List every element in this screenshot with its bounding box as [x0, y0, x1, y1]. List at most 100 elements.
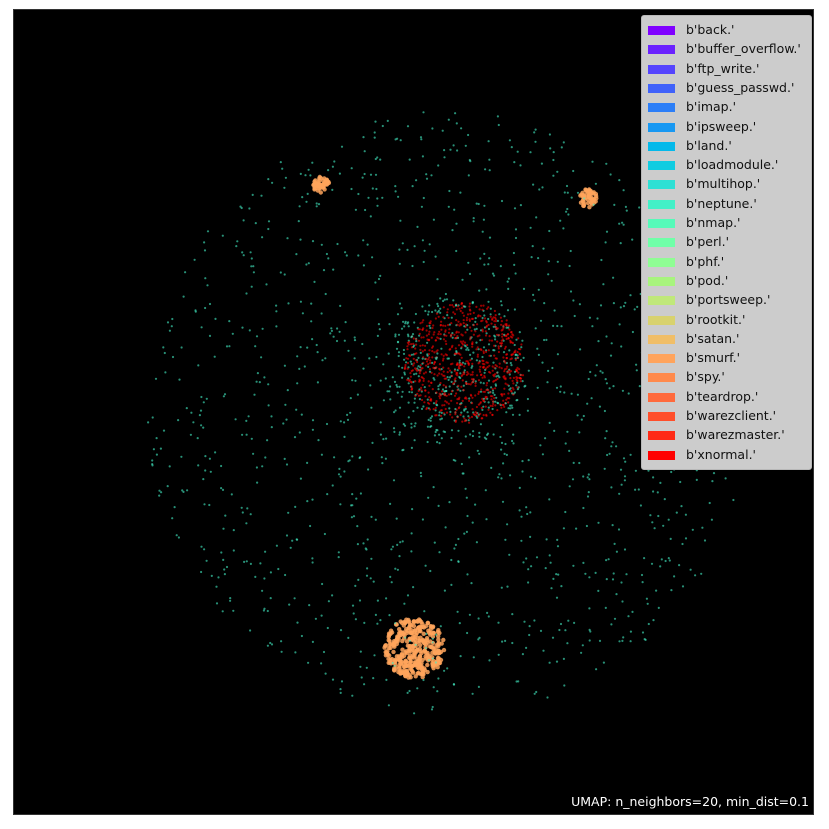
data-point	[589, 370, 592, 374]
data-point	[331, 165, 334, 168]
data-point	[275, 325, 278, 328]
data-point	[558, 628, 561, 632]
data-point	[419, 366, 422, 369]
data-point	[447, 402, 450, 405]
data-point	[551, 366, 554, 370]
data-point	[525, 646, 528, 650]
data-point	[501, 394, 504, 397]
data-point	[189, 433, 192, 436]
data-point	[221, 488, 225, 491]
data-point	[436, 628, 441, 633]
data-point	[529, 511, 532, 514]
data-point	[283, 273, 286, 276]
data-point	[469, 326, 472, 329]
data-point	[485, 321, 488, 324]
data-point	[438, 411, 441, 414]
data-point	[443, 334, 446, 337]
data-point	[478, 368, 481, 371]
data-point	[458, 359, 461, 362]
data-point	[482, 390, 485, 393]
data-point	[491, 407, 494, 411]
data-point	[537, 288, 540, 291]
data-point	[621, 221, 624, 224]
data-point	[486, 361, 489, 364]
data-point	[580, 651, 583, 654]
data-point	[555, 573, 558, 576]
data-point	[508, 328, 511, 331]
data-point	[416, 392, 419, 395]
data-point	[411, 264, 414, 268]
data-point	[441, 359, 445, 362]
data-point	[151, 459, 154, 462]
data-point	[496, 319, 499, 322]
data-point	[223, 393, 227, 396]
data-point	[208, 302, 212, 306]
data-point	[413, 373, 416, 376]
data-point	[611, 578, 615, 581]
data-point	[481, 408, 484, 411]
data-point	[516, 366, 519, 369]
data-point	[430, 371, 433, 374]
data-point	[353, 357, 356, 360]
data-point	[158, 494, 161, 497]
data-point	[525, 557, 528, 560]
data-point	[428, 396, 431, 399]
data-point	[405, 357, 408, 360]
data-point	[436, 302, 439, 305]
data-point	[443, 298, 446, 301]
data-point	[505, 334, 508, 337]
data-point	[316, 381, 319, 384]
data-point	[587, 187, 592, 192]
data-point	[533, 692, 536, 695]
data-point	[506, 585, 509, 588]
data-point	[465, 530, 468, 534]
points-layer	[147, 111, 744, 715]
data-point	[447, 378, 450, 381]
data-point	[410, 353, 413, 356]
data-point	[472, 378, 475, 381]
data-point	[507, 336, 510, 340]
data-point	[595, 668, 598, 671]
data-point	[501, 328, 504, 331]
data-point	[162, 346, 165, 349]
data-point	[695, 478, 698, 481]
data-point	[488, 158, 491, 161]
legend-entry: b'xnormal.'	[642, 446, 811, 465]
data-point	[311, 240, 315, 243]
data-point	[406, 248, 409, 251]
data-point	[482, 351, 485, 355]
data-point	[582, 475, 585, 478]
data-point	[465, 381, 468, 384]
data-point	[421, 631, 426, 636]
data-point	[400, 630, 405, 635]
data-point	[414, 643, 417, 647]
data-point	[289, 546, 292, 549]
data-point	[374, 157, 377, 161]
data-point	[534, 128, 537, 131]
data-point	[408, 390, 411, 394]
data-point	[412, 637, 418, 642]
data-point	[530, 475, 533, 478]
data-point	[229, 597, 232, 600]
data-point	[489, 411, 492, 414]
data-point	[514, 358, 517, 361]
data-point	[590, 397, 593, 400]
data-point	[493, 366, 496, 369]
data-point	[517, 680, 520, 683]
data-point	[425, 329, 428, 332]
data-point	[311, 428, 314, 431]
data-point	[514, 228, 518, 231]
data-point	[200, 326, 203, 329]
data-point	[505, 357, 508, 360]
data-point	[505, 411, 508, 414]
data-point	[410, 385, 413, 388]
data-point	[466, 631, 469, 635]
data-point	[256, 372, 259, 375]
data-point	[470, 357, 473, 360]
data-point	[329, 332, 332, 335]
data-point	[500, 477, 503, 480]
data-point	[434, 406, 437, 409]
data-point	[694, 574, 697, 577]
data-point	[455, 330, 458, 333]
data-point	[509, 377, 512, 380]
